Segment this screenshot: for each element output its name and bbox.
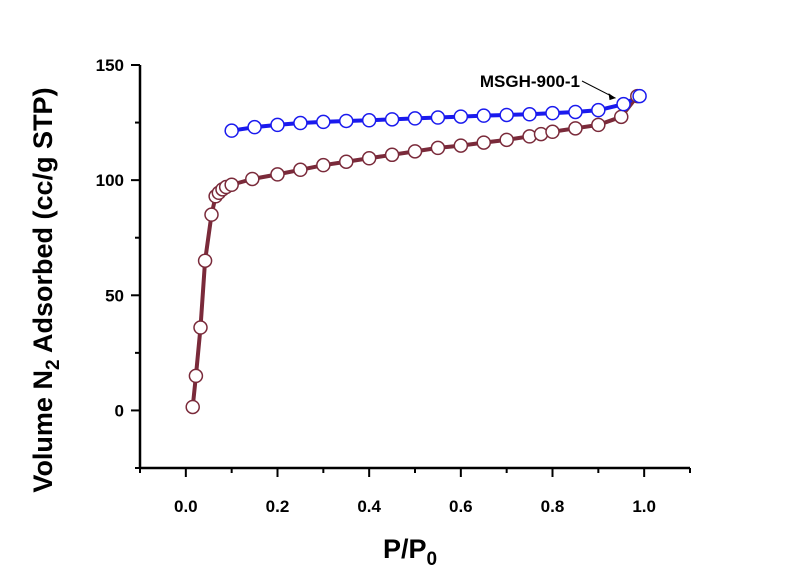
adsorption-point — [197, 253, 213, 268]
x-tick-label: 0.4 — [357, 497, 381, 516]
adsorption-point — [224, 177, 239, 192]
series-lines — [190, 94, 641, 408]
y-axis-title: Volume N2 Adsorbed (cc/g STP) — [28, 87, 64, 492]
desorption-point — [407, 111, 423, 126]
x-tick-label: 0.8 — [541, 497, 565, 516]
x-tick-label: 1.0 — [632, 497, 656, 516]
adsorption-point — [293, 162, 308, 178]
adsorption-line — [190, 94, 639, 408]
adsorption-point — [568, 121, 583, 136]
x-tick-label: 0.2 — [266, 497, 290, 516]
adsorption-point — [407, 144, 423, 159]
desorption-point — [616, 96, 631, 112]
y-tick-label: 50 — [105, 286, 124, 305]
desorption-point — [384, 112, 400, 127]
adsorption-point — [245, 171, 260, 187]
desorption-point — [224, 123, 239, 138]
axis-titles: P/P0 Volume N2 Adsorbed (cc/g STP) — [28, 87, 437, 565]
desorption-point — [522, 107, 537, 122]
desorption-point — [545, 105, 560, 121]
x-axis-title: P/P0 — [383, 534, 437, 565]
x-tick-label: 0.0 — [174, 497, 198, 516]
annotation-arrowhead — [608, 93, 616, 101]
adsorption-point — [384, 147, 400, 163]
adsorption-point — [316, 157, 331, 173]
desorption-point — [568, 104, 583, 120]
axes: 0 50 100 150 0.0 0.2 0.4 0.6 0.8 1.0 — [96, 56, 691, 516]
adsorption-point — [591, 117, 606, 133]
x-tick-label: 0.6 — [449, 497, 473, 516]
adsorption-point — [361, 151, 377, 166]
desorption-point — [632, 88, 647, 104]
adsorption-point — [204, 207, 219, 222]
adsorption-point — [430, 140, 446, 156]
adsorption-point — [193, 320, 208, 335]
desorption-point — [293, 115, 308, 131]
adsorption-point — [188, 368, 204, 384]
adsorption-point — [453, 138, 469, 153]
desorption-point — [316, 114, 331, 130]
desorption-point — [499, 107, 514, 123]
desorption-point — [270, 117, 285, 133]
adsorption-point — [476, 135, 491, 150]
adsorption-point — [522, 129, 537, 144]
adsorption-point — [185, 399, 200, 415]
desorption-point — [361, 113, 377, 128]
desorption-point — [430, 110, 446, 125]
y-tick-label: 150 — [96, 56, 124, 75]
adsorption-point — [339, 154, 354, 169]
adsorption-point — [499, 132, 514, 148]
adsorption-point — [270, 167, 285, 182]
y-tick-label: 0 — [115, 401, 124, 420]
desorption-point — [247, 119, 262, 135]
adsorption-point — [533, 126, 549, 142]
series-markers — [185, 88, 647, 415]
desorption-point — [591, 102, 606, 118]
y-tick-label: 100 — [96, 171, 124, 190]
desorption-point — [476, 108, 491, 123]
annotation-label: MSGH-900-1 — [480, 72, 580, 91]
adsorption-point — [614, 109, 629, 125]
desorption-point — [339, 113, 354, 129]
annotation: MSGH-900-1 — [480, 72, 616, 101]
adsorption-point — [545, 124, 560, 140]
desorption-point — [453, 109, 469, 124]
